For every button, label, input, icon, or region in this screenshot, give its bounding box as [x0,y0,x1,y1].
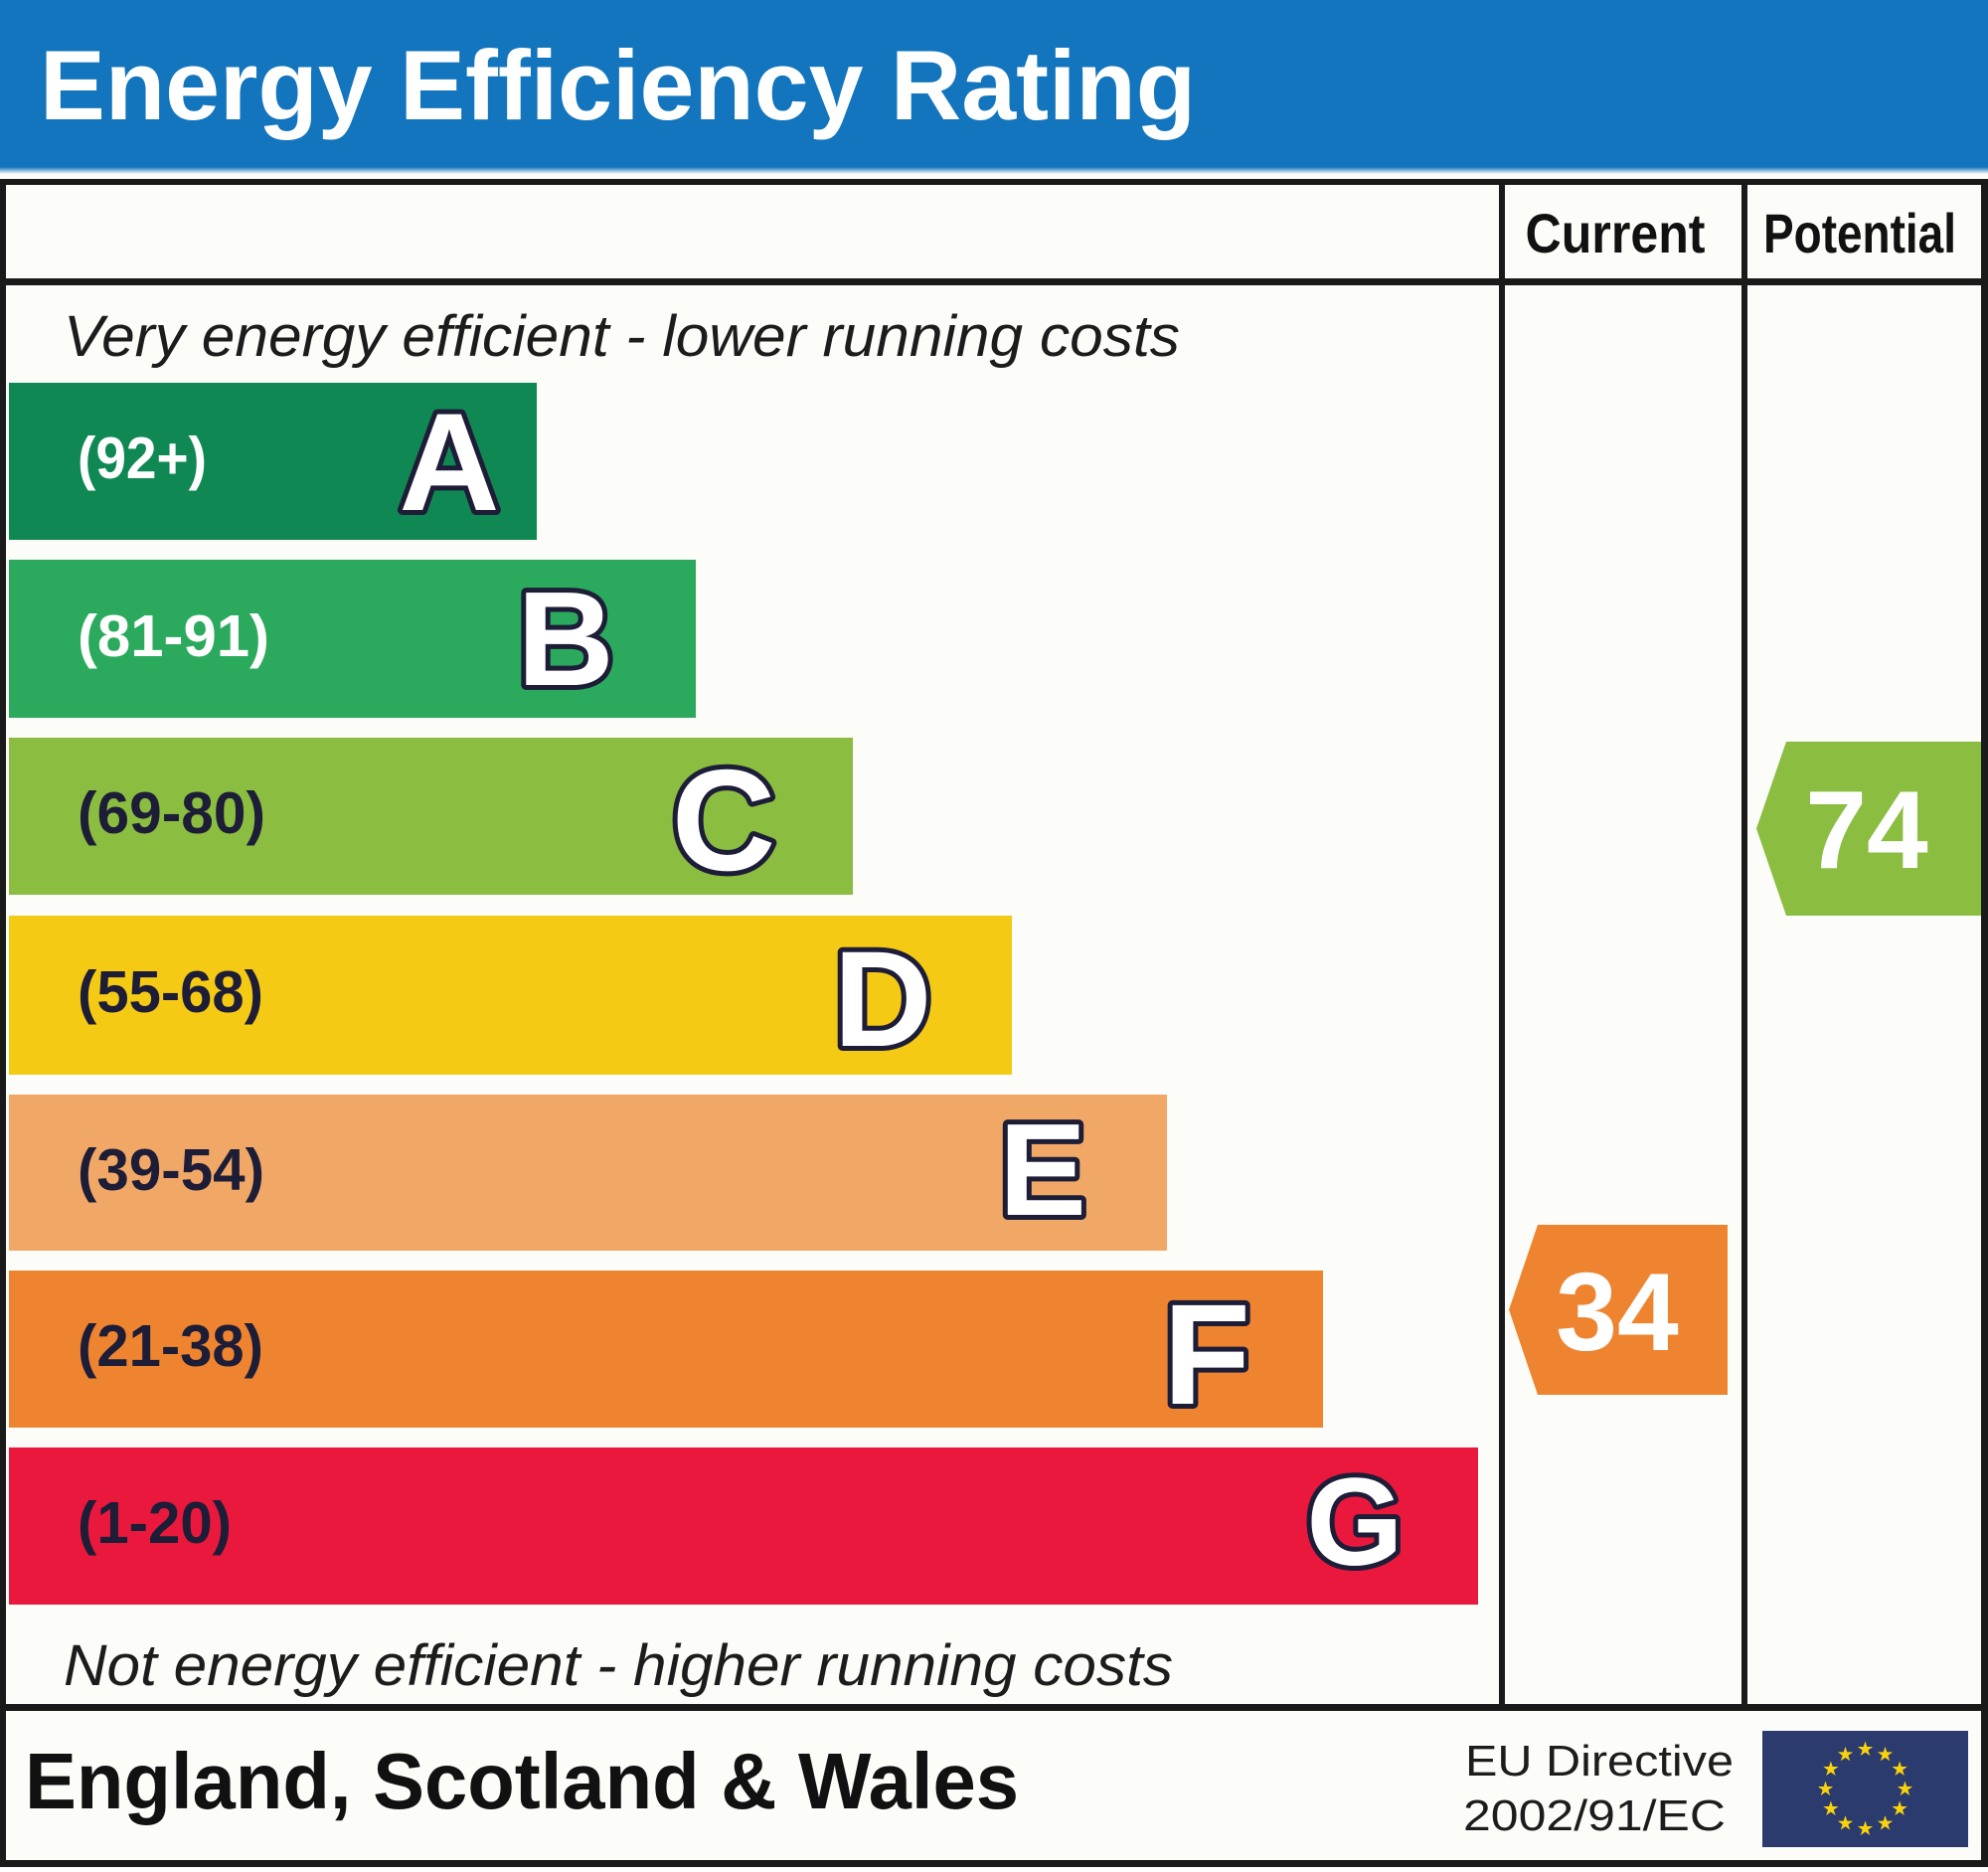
svg-text:(81-91): (81-91) [78,603,269,669]
svg-text:(92+): (92+) [78,425,207,491]
svg-text:Not energy efficient - higher: Not energy efficient - higher running co… [64,1633,1173,1698]
svg-text:E: E [999,1097,1086,1243]
svg-text:2002/91/EC: 2002/91/EC [1463,1791,1726,1840]
svg-text:(1-20): (1-20) [78,1490,232,1556]
svg-text:G: G [1306,1453,1403,1592]
svg-text:Energy Efficiency Rating: Energy Efficiency Rating [40,30,1196,140]
svg-text:74: 74 [1805,768,1928,892]
svg-text:F: F [1163,1275,1250,1435]
svg-text:(55-68): (55-68) [78,959,263,1025]
svg-text:Potential: Potential [1763,202,1956,264]
svg-text:(69-80): (69-80) [78,780,265,846]
svg-text:A: A [399,384,499,540]
svg-text:B: B [517,564,614,714]
svg-text:C: C [672,740,776,901]
svg-text:34: 34 [1556,1251,1679,1374]
svg-text:D: D [834,924,932,1076]
svg-text:Current: Current [1526,202,1706,264]
svg-text:England, Scotland & Wales: England, Scotland & Wales [25,1737,1019,1825]
svg-text:(39-54): (39-54) [78,1137,264,1203]
svg-text:(21-38): (21-38) [78,1313,263,1379]
svg-text:EU Directive: EU Directive [1465,1737,1734,1786]
svg-text:Very energy efficient - lower: Very energy efficient - lower running co… [64,304,1180,369]
